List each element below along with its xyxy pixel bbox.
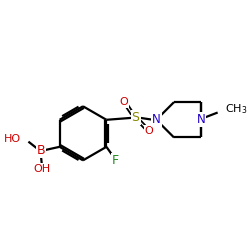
Text: CH$_3$: CH$_3$: [225, 102, 248, 116]
Text: O: O: [120, 97, 128, 107]
Text: B: B: [36, 144, 45, 158]
Text: OH: OH: [33, 164, 50, 174]
Text: F: F: [112, 154, 119, 167]
Text: HO: HO: [4, 134, 21, 143]
Text: N: N: [197, 113, 205, 126]
Text: N: N: [152, 113, 161, 126]
Text: S: S: [132, 111, 140, 124]
Text: O: O: [145, 126, 154, 136]
